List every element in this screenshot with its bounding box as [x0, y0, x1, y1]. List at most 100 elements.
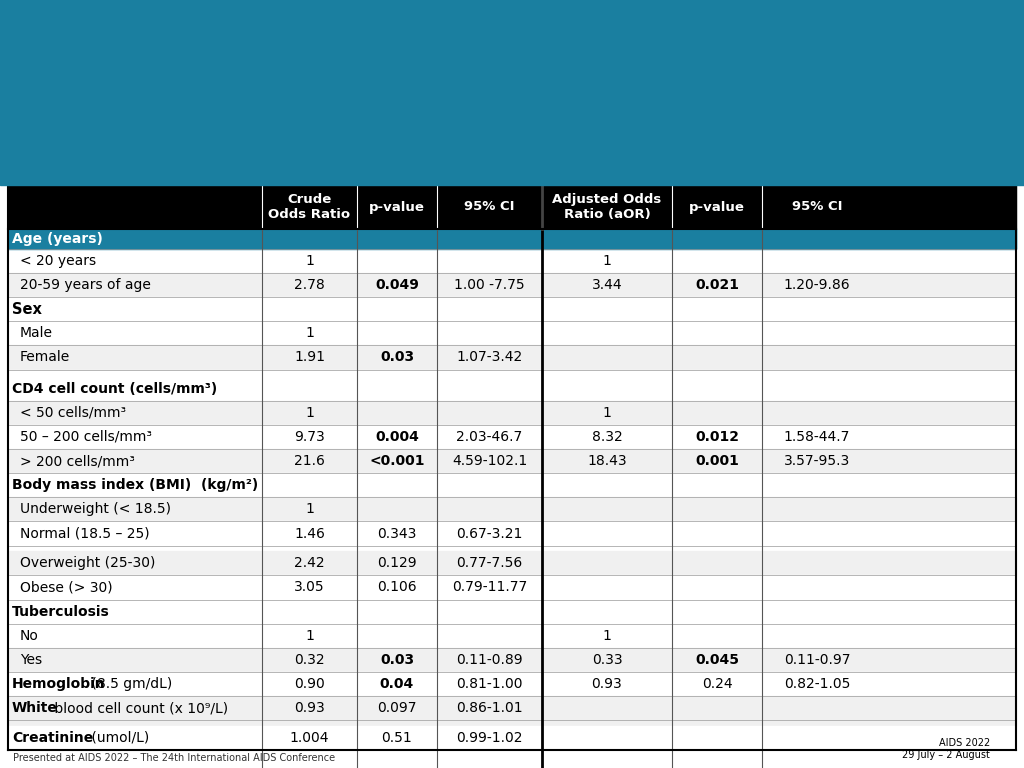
- Text: Underweight (< 18.5): Underweight (< 18.5): [20, 502, 171, 516]
- Text: 0.82-1.05: 0.82-1.05: [783, 677, 850, 691]
- Text: p-value: p-value: [369, 200, 425, 214]
- Bar: [8, 624, 1016, 647]
- Bar: [8, 321, 1016, 346]
- Text: 0.90: 0.90: [294, 677, 325, 691]
- Text: < 20 years: < 20 years: [20, 254, 96, 268]
- Text: Crude
Odds Ratio: Crude Odds Ratio: [268, 193, 350, 221]
- Text: 0.99-1.02: 0.99-1.02: [457, 731, 522, 745]
- Text: 0.106: 0.106: [377, 581, 417, 594]
- Bar: [8, 726, 1016, 750]
- Text: 0.93: 0.93: [294, 701, 325, 715]
- Text: (umol/L): (umol/L): [87, 731, 150, 745]
- Text: Male: Male: [20, 326, 53, 340]
- Text: 1: 1: [305, 254, 314, 268]
- Text: 1: 1: [602, 629, 611, 643]
- Text: 0.343: 0.343: [377, 527, 417, 541]
- Text: 0.33: 0.33: [592, 653, 623, 667]
- Text: Creatinine: Creatinine: [12, 731, 93, 745]
- Text: 1: 1: [305, 629, 314, 643]
- Text: 1.20-9.86: 1.20-9.86: [783, 278, 850, 292]
- Text: 2.42: 2.42: [294, 556, 325, 571]
- Bar: [8, 185, 1016, 229]
- Text: 1: 1: [602, 254, 611, 268]
- Bar: [8, 575, 1016, 600]
- Bar: [8, 376, 1016, 401]
- Bar: [8, 720, 1016, 726]
- Bar: [8, 229, 1016, 249]
- Text: 0.93: 0.93: [592, 677, 623, 691]
- Text: AIDS 2022
29 July – 2 August: AIDS 2022 29 July – 2 August: [902, 738, 990, 760]
- Text: 0.32: 0.32: [294, 653, 325, 667]
- Bar: [8, 369, 1016, 376]
- Bar: [8, 498, 1016, 521]
- Text: 0.045: 0.045: [695, 653, 739, 667]
- Bar: [8, 521, 1016, 545]
- Text: Tuberculosis: Tuberculosis: [12, 604, 110, 618]
- Bar: [8, 696, 1016, 720]
- Text: > 200 cells/mm³: > 200 cells/mm³: [20, 454, 135, 468]
- Text: 0.097: 0.097: [377, 701, 417, 715]
- Text: Female: Female: [20, 350, 71, 365]
- Bar: [8, 449, 1016, 473]
- Text: 1.46: 1.46: [294, 527, 325, 541]
- Text: 1.07-3.42: 1.07-3.42: [457, 350, 522, 365]
- Text: 3.05: 3.05: [294, 581, 325, 594]
- Text: (8.5 gm/dL): (8.5 gm/dL): [87, 677, 172, 691]
- Bar: [8, 647, 1016, 672]
- Text: 3.57-95.3: 3.57-95.3: [784, 454, 850, 468]
- Text: 18.43: 18.43: [587, 454, 627, 468]
- Text: 8.32: 8.32: [592, 430, 623, 444]
- Text: 21.6: 21.6: [294, 454, 325, 468]
- Text: Obese (> 30): Obese (> 30): [20, 581, 113, 594]
- Text: 0.004: 0.004: [375, 430, 419, 444]
- Text: 1: 1: [305, 406, 314, 420]
- Text: CD4 cell count (cells/mm³): CD4 cell count (cells/mm³): [12, 382, 217, 396]
- Text: Sex: Sex: [12, 302, 42, 316]
- Bar: [8, 425, 1016, 449]
- Text: Adjusted Odds
Ratio (aOR): Adjusted Odds Ratio (aOR): [552, 193, 662, 221]
- Bar: [8, 600, 1016, 624]
- Bar: [8, 249, 1016, 273]
- Text: Viral Non-Suppression on DTG-: Viral Non-Suppression on DTG-: [159, 70, 865, 115]
- Text: White: White: [12, 701, 58, 715]
- Text: 0.86-1.01: 0.86-1.01: [456, 701, 523, 715]
- Text: Table 2:: Table 2:: [411, 15, 613, 59]
- Text: 0.049: 0.049: [375, 278, 419, 292]
- Text: based Therapy (Arms B1a+B1b): based Therapy (Arms B1a+B1b): [141, 125, 883, 170]
- Text: 4.59-102.1: 4.59-102.1: [452, 454, 527, 468]
- Bar: [8, 346, 1016, 369]
- Text: 95% CI: 95% CI: [792, 200, 843, 214]
- Text: 0.77-7.56: 0.77-7.56: [457, 556, 522, 571]
- Text: <0.001: <0.001: [370, 454, 425, 468]
- Bar: [8, 551, 1016, 575]
- Text: 0.24: 0.24: [701, 677, 732, 691]
- Text: 0.03: 0.03: [380, 653, 414, 667]
- Text: 1.00 -7.75: 1.00 -7.75: [455, 278, 525, 292]
- Text: 0.012: 0.012: [695, 430, 739, 444]
- Text: Hemoglobin: Hemoglobin: [12, 677, 105, 691]
- Text: 1.004: 1.004: [290, 731, 330, 745]
- Text: 0.67-3.21: 0.67-3.21: [457, 527, 522, 541]
- Text: Presented at AIDS 2022 – The 24th International AIDS Conference: Presented at AIDS 2022 – The 24th Intern…: [13, 753, 335, 763]
- Text: Age (years): Age (years): [12, 232, 102, 246]
- Text: Normal (18.5 – 25): Normal (18.5 – 25): [20, 527, 150, 541]
- Text: 0.11-0.89: 0.11-0.89: [456, 653, 523, 667]
- Bar: [8, 473, 1016, 498]
- Bar: [8, 297, 1016, 321]
- Text: 1.91: 1.91: [294, 350, 325, 365]
- Text: 20-59 years of age: 20-59 years of age: [20, 278, 151, 292]
- Text: Overweight (25-30): Overweight (25-30): [20, 556, 156, 571]
- Text: 1: 1: [305, 326, 314, 340]
- Text: Yes: Yes: [20, 653, 42, 667]
- Text: p-value: p-value: [689, 200, 744, 214]
- Text: 0.129: 0.129: [377, 556, 417, 571]
- Bar: [8, 229, 1016, 249]
- Bar: [8, 273, 1016, 297]
- Text: 9.73: 9.73: [294, 430, 325, 444]
- Text: 0.021: 0.021: [695, 278, 739, 292]
- Text: 2.03-46.7: 2.03-46.7: [457, 430, 522, 444]
- Text: Table 2:  Factors Associated with: Table 2: Factors Associated with: [138, 15, 886, 59]
- Text: 1.58-44.7: 1.58-44.7: [783, 430, 850, 444]
- Bar: [8, 545, 1016, 551]
- Text: 1: 1: [305, 502, 314, 516]
